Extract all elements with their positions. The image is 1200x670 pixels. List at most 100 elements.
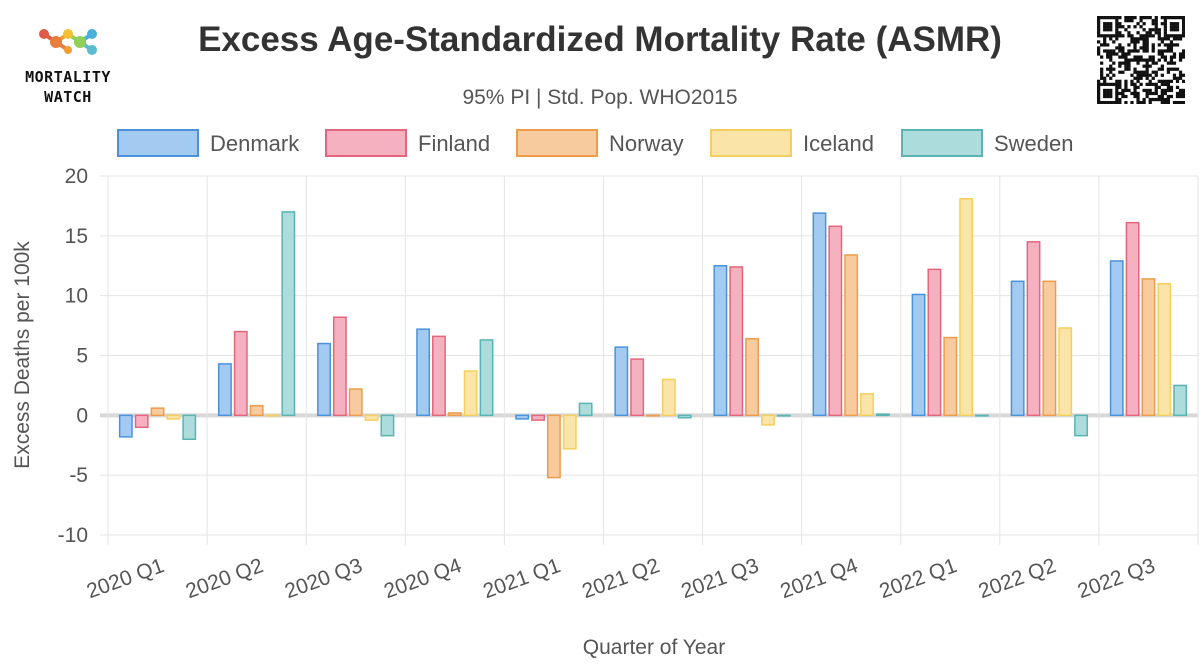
qr-module [1109,37,1113,41]
qr-module [1181,88,1185,93]
qr-module [1136,70,1140,74]
qr-module [1124,61,1128,65]
qr-module [1097,40,1101,44]
bar-norway-2020-q4 [447,412,462,417]
qr-module [1118,16,1122,20]
qr-module [1121,34,1125,38]
qr-module [1133,46,1137,50]
qr-module [1160,91,1164,96]
qr-module [1157,31,1161,35]
bar-iceland-2021-q1 [562,414,577,450]
qr-module [1133,70,1137,74]
qr-module [1160,73,1164,77]
qr-module [1124,79,1128,83]
qr-module [1160,100,1164,104]
qr-module [1115,31,1119,35]
qr-module [1166,37,1171,41]
qr-module [1142,97,1146,102]
qr-module [1136,79,1140,83]
qr-module [1163,28,1167,32]
qr-module [1106,91,1110,96]
qr-module [1172,61,1177,65]
qr-module [1136,97,1140,102]
qr-module [1175,34,1180,38]
qr-module [1175,67,1180,71]
qr-module [1178,55,1183,59]
x-tick-label: 2020 Q2 [183,554,267,603]
qr-module [1133,49,1137,53]
qr-module [1148,88,1152,93]
bar-sweden-2022-q2 [1074,414,1089,437]
qr-module [1136,22,1140,26]
qr-module [1172,100,1177,104]
qr-module [1115,34,1119,38]
qr-module [1151,82,1155,86]
qr-module [1103,82,1107,86]
qr-module [1103,28,1107,32]
qr-module [1175,91,1180,96]
qr-module [1112,82,1116,86]
qr-module [1163,49,1167,53]
qr-module [1145,91,1149,96]
legend-label-iceland: Iceland [803,131,874,156]
qr-module [1136,85,1140,90]
qr-module [1109,34,1113,38]
y-tick-label: -10 [58,524,88,547]
qr-module [1097,82,1101,86]
qr-module [1109,67,1113,71]
qr-module [1178,76,1183,80]
qr-module [1160,55,1164,59]
qr-module [1172,43,1177,47]
qr-module [1136,31,1140,35]
qr-module [1154,28,1158,32]
qr-module [1151,46,1155,50]
bar-norway-2022-q2 [1042,280,1057,417]
bar-iceland-2020-q3 [364,414,379,421]
qr-module [1130,73,1134,77]
bar-norway-2022-q1 [943,336,958,417]
qr-module [1142,70,1146,74]
qr-module [1103,40,1107,44]
qr-module [1145,46,1149,50]
qr-module [1145,70,1149,74]
qr-module [1175,85,1180,90]
qr-module [1175,28,1180,32]
qr-module [1160,88,1164,93]
qr-module [1118,79,1122,83]
qr-module [1115,85,1119,90]
qr-module [1142,73,1146,77]
qr-module [1154,88,1158,93]
qr-module [1169,49,1174,53]
qr-module [1115,100,1119,104]
qr-module [1115,37,1119,41]
qr-module [1103,16,1107,20]
bar-denmark-2021-q1 [515,414,530,420]
qr-module [1133,88,1137,93]
qr-module [1151,55,1155,59]
bar-norway-2020-q2 [249,405,264,417]
qr-module [1139,34,1143,38]
qr-module [1166,100,1171,104]
qr-module [1142,46,1146,50]
qr-module [1181,22,1185,26]
bar-denmark-2022-q3 [1109,260,1124,417]
qr-module [1151,34,1155,38]
qr-module [1115,94,1119,99]
qr-module [1166,34,1171,38]
qr-module [1181,34,1185,38]
qr-module [1148,16,1152,20]
qr-module [1118,55,1122,59]
qr-module [1118,64,1122,68]
qr-module [1175,79,1180,83]
qr-module [1175,37,1180,41]
qr-module [1133,94,1137,99]
qr-module [1112,61,1116,65]
qr-module [1169,46,1174,50]
qr-module [1136,76,1140,80]
bar-finland-2021-q1 [531,414,545,421]
qr-code-icon[interactable] [1097,16,1185,104]
qr-module [1175,16,1180,20]
qr-module [1166,43,1171,47]
qr-module [1178,16,1183,20]
qr-module [1097,28,1101,32]
